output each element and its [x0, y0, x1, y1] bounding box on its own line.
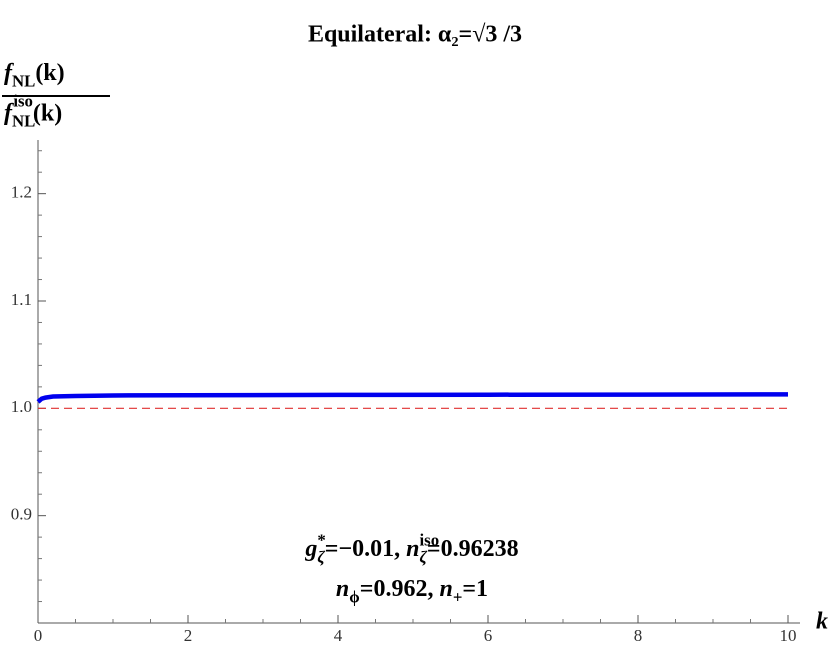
x-tick-label: 10: [780, 626, 797, 645]
x-axis-label: k: [816, 609, 828, 635]
y-label-numerator: fNL(k): [4, 60, 65, 91]
text-part: ϕ: [349, 587, 359, 606]
text-part: ζ: [420, 547, 428, 566]
y-label-denominator: fNLiso(k): [4, 91, 62, 130]
text-part: =0.962,: [360, 576, 440, 602]
text-part: +: [453, 587, 463, 606]
text-part: (k): [35, 60, 64, 86]
text-part: n: [406, 536, 419, 562]
text-part: NL: [12, 71, 35, 90]
annotation: g* ζ=−0.01, niso ζ=0.96238: [304, 530, 518, 566]
x-tick-label: 0: [34, 626, 43, 645]
text-part: =0.96238: [427, 536, 519, 562]
text-part: f: [4, 100, 14, 126]
data-line: [36, 392, 789, 404]
x-tick-label: 8: [634, 626, 643, 645]
text-part: (k): [33, 100, 62, 126]
text-part: ζ: [317, 547, 325, 566]
text-part: =1: [462, 576, 488, 602]
text-part: g: [304, 536, 317, 562]
x-tick-label: 2: [184, 626, 193, 645]
text-part: iso: [420, 530, 440, 549]
text-part: n: [439, 576, 452, 602]
text-part: *: [317, 530, 325, 549]
y-tick-label: 1.2: [11, 183, 32, 202]
y-tick-label: 0.9: [11, 505, 32, 524]
annotation: nϕ=0.962, n+=1: [336, 576, 488, 607]
text-part: NL: [12, 111, 35, 130]
text-part: iso: [13, 91, 33, 110]
y-tick-label: 1.1: [11, 290, 32, 309]
text-part: f: [4, 60, 14, 86]
y-tick-label: 1.0: [11, 397, 32, 416]
x-tick-label: 4: [334, 626, 343, 645]
text-part: =−0.01,: [325, 536, 406, 562]
text-part: n: [336, 576, 349, 602]
chart-title: Equilateral: α₂=√3 /3: [308, 22, 522, 48]
x-tick-label: 6: [484, 626, 493, 645]
